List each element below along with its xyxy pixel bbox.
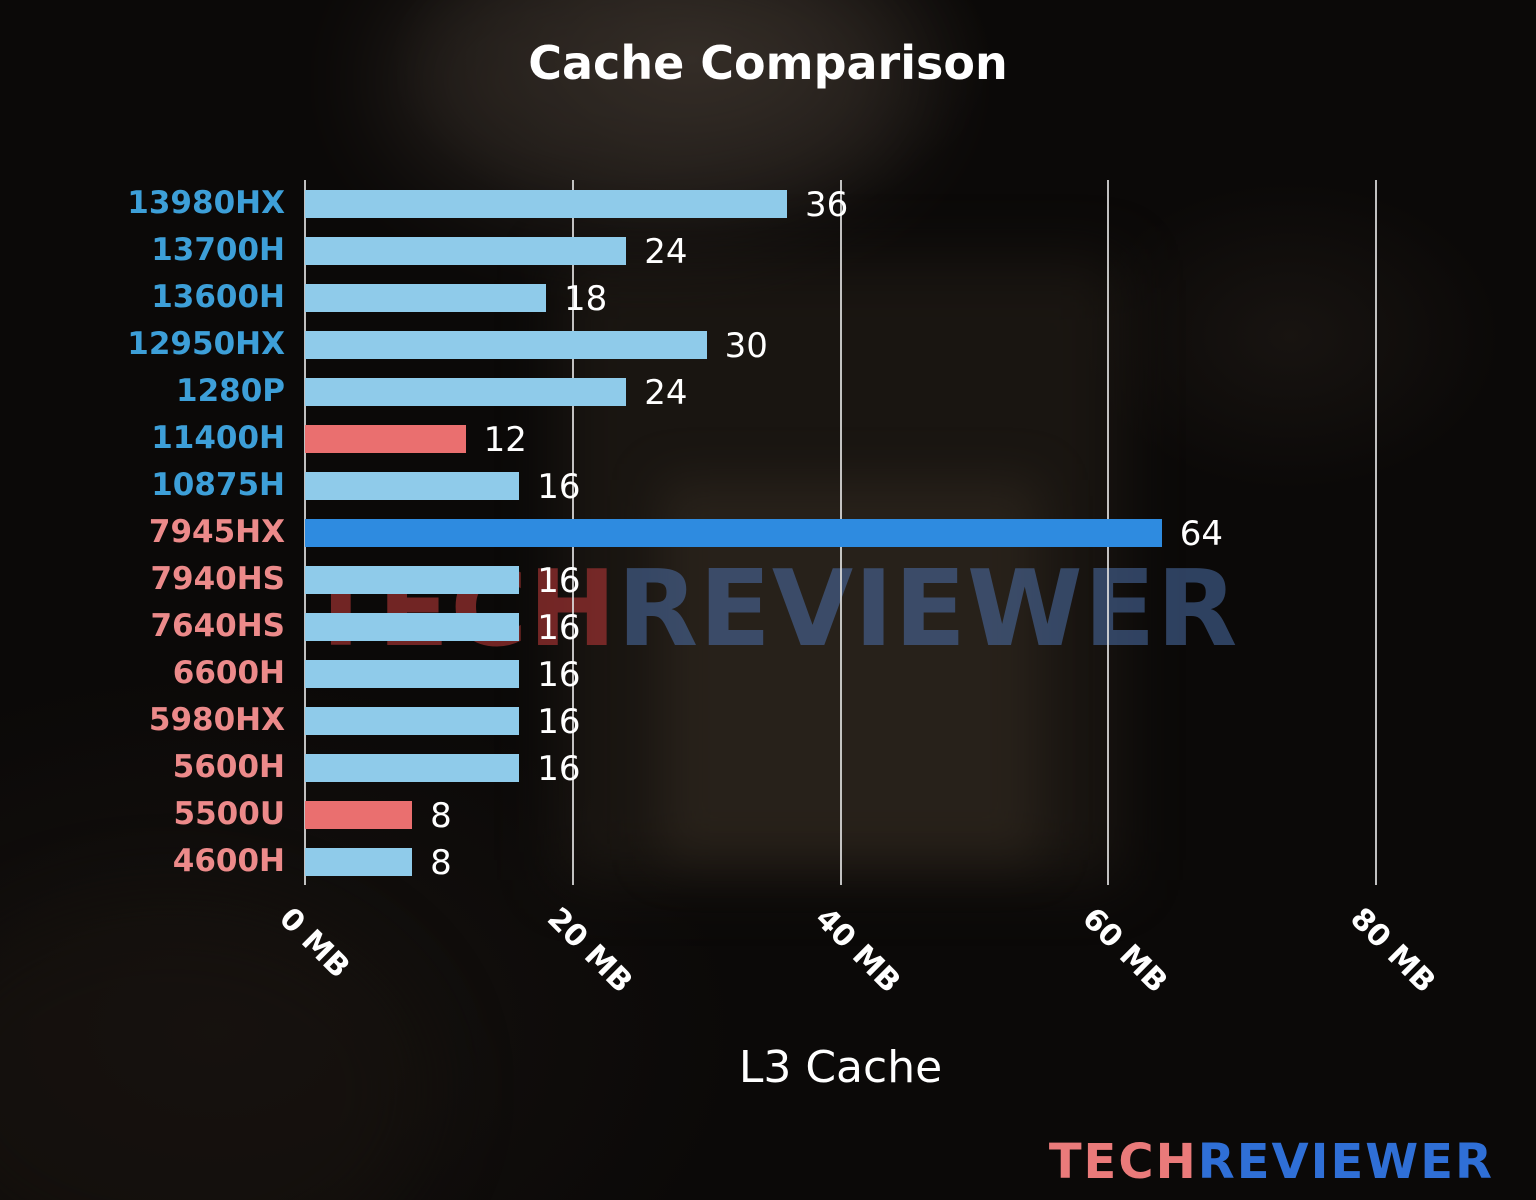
value-label: 18 [563,278,608,319]
value-label: 12 [483,419,527,460]
bar-5600H [305,753,520,782]
value-label: 16 [537,654,581,695]
bar-5500U [305,800,413,829]
category-label: 13700H [151,232,285,268]
watermark-reviewer: REVIEWER [617,548,1239,670]
brand-logo: TECHREVIEWER [1049,1134,1494,1190]
value-label: 16 [537,560,581,601]
bar-7945HX [305,518,1162,547]
category-label: 12950HX [127,326,285,362]
category-label: 5500U [173,796,285,832]
value-label: 16 [537,466,581,507]
value-label: 8 [430,842,452,883]
value-label: 8 [430,795,452,836]
category-label: 13980HX [127,185,285,221]
bar-5980HX [305,706,520,735]
value-label: 64 [1179,513,1224,554]
category-label: 7940HS [150,561,285,597]
plot-area: L3 Cache 0 MB 20 MB 40 MB 60 MB 80 MB 13980HX… [127,180,1442,1093]
category-label: 7945HX [148,514,285,550]
category-label: 7640HS [150,608,285,644]
bar-13600H [305,283,546,312]
category-label: 11400H [151,420,285,456]
category-label: 1280P [176,373,285,409]
bar-7940HS [305,565,520,594]
value-label: 24 [644,372,688,413]
bar-1280P [305,377,627,406]
bar-6600H [305,659,520,688]
value-label: 36 [804,184,849,225]
category-label: 4600H [172,843,285,879]
category-label: 13600H [151,279,285,315]
category-label: 5600H [172,749,285,785]
value-label: 16 [537,607,581,648]
category-label: 10875H [151,467,285,503]
chart-title: Cache Comparison [528,36,1008,90]
bar-4600H [305,847,413,876]
value-label: 24 [644,231,688,272]
logo-reviewer: REVIEWER [1197,1134,1494,1190]
value-label: 16 [537,701,581,742]
value-label: 16 [537,748,581,789]
value-label: 30 [724,325,768,366]
logo-tech: TECH [1048,1134,1198,1190]
bar-13980HX [305,189,787,218]
category-label: 6600H [172,655,285,691]
bar-10875H [305,471,520,500]
gridline [1375,180,1377,885]
bar-11400H [305,424,466,453]
x-axis-title: L3 Cache [738,1042,943,1093]
bar-12950HX [305,330,707,359]
category-label: 5980HX [148,702,285,738]
bar-7640HS [305,612,520,641]
bar-13700H [305,236,627,265]
